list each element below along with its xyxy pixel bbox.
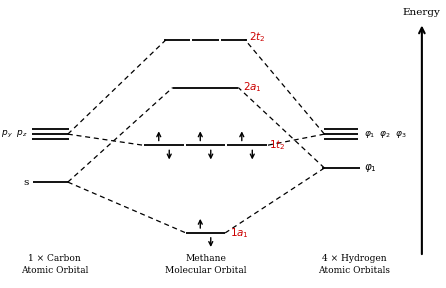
Text: $2t_2$: $2t_2$ — [249, 30, 266, 44]
Text: $1t_2$: $1t_2$ — [269, 139, 285, 152]
Text: Energy: Energy — [403, 8, 441, 17]
Text: $1a_1$: $1a_1$ — [230, 226, 248, 240]
Text: $\varphi_1$: $\varphi_1$ — [364, 162, 377, 174]
Text: $2a_1$: $2a_1$ — [243, 81, 262, 94]
Text: 4 × Hydrogen
Atomic Orbitals: 4 × Hydrogen Atomic Orbitals — [318, 254, 390, 275]
Text: Methane
Molecular Orbital: Methane Molecular Orbital — [165, 254, 246, 275]
Text: $p_x$  $p_y$  $p_z$: $p_x$ $p_y$ $p_z$ — [0, 128, 29, 140]
Text: 1 × Carbon
Atomic Orbital: 1 × Carbon Atomic Orbital — [21, 254, 88, 275]
Text: $\varphi_1$  $\varphi_2$  $\varphi_3$: $\varphi_1$ $\varphi_2$ $\varphi_3$ — [364, 129, 408, 140]
Text: s: s — [23, 178, 29, 187]
